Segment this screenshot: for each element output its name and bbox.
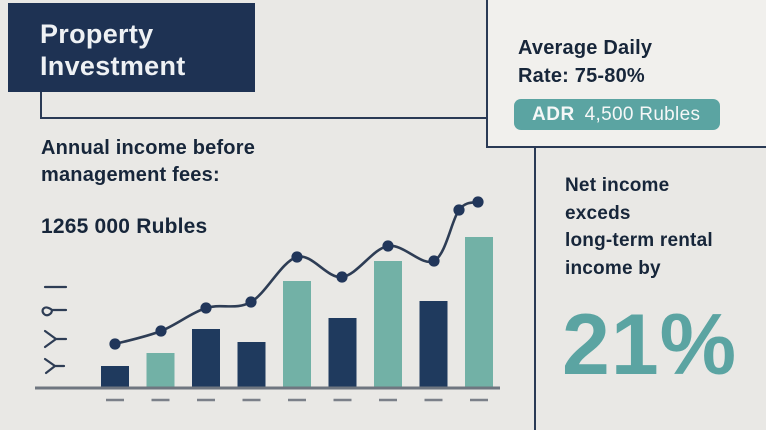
chart-bar [465,237,493,388]
net-income-line1: Net income [565,175,670,196]
page-title: Property Investment [40,19,186,81]
chart-bar [101,366,129,388]
trend-point [428,255,440,267]
trend-point [336,271,348,283]
net-income-line4: income by [565,257,661,279]
y-axis-glyph-fork [43,357,66,375]
chart-bar [146,353,175,388]
adr-heading-line2: Rate: 75-80% [518,65,645,87]
adr-heading: Average Daily Rate: 75-80% [518,34,652,90]
trend-point [155,325,167,337]
trend-point [291,251,303,263]
trend-point [109,338,121,350]
trend-point [200,302,212,314]
y-axis-glyph-fork [43,329,68,349]
annual-income-value: 1265 000 Rubles [41,215,208,238]
trend-point [245,296,257,308]
adr-heading-line1: Average Daily [518,37,653,59]
frame-line-horizontal [40,117,486,119]
trend-point [382,240,394,252]
net-income-text: Net income exceds long-term rental incom… [565,172,713,282]
chart-bar [328,318,357,388]
adr-panel: Average Daily Rate: 75-80% ADR 4,500 Rub… [486,0,766,148]
title-box: Property Investment [8,3,255,92]
trend-point [453,204,465,216]
net-income-line2: exceds [565,202,631,224]
trend-point [472,196,484,208]
annual-income-heading: Annual income before management fees: [41,135,255,189]
net-income-percentage: 21% [562,297,738,393]
annual-income-heading-line2: management fees: [41,164,220,186]
y-axis-glyphs [41,285,68,375]
chart-bar [419,301,448,388]
chart-bar [237,342,266,388]
y-axis-glyph-curl [41,306,68,317]
chart-bar [283,281,311,388]
adr-badge-label: ADR [532,103,575,125]
frame-line-vertical [40,92,42,119]
chart-bar [374,261,402,388]
chart-bar [192,329,220,388]
adr-badge: ADR 4,500 Rubles [514,99,720,130]
net-income-line3: long-term rental [565,230,713,251]
annual-income-block: Annual income before management fees: 12… [41,135,255,239]
adr-badge-value: 4,500 Rubles [584,103,701,125]
net-income-panel: Net income exceds long-term rental incom… [534,148,766,430]
annual-income-heading-line1: Annual income before [41,137,256,159]
